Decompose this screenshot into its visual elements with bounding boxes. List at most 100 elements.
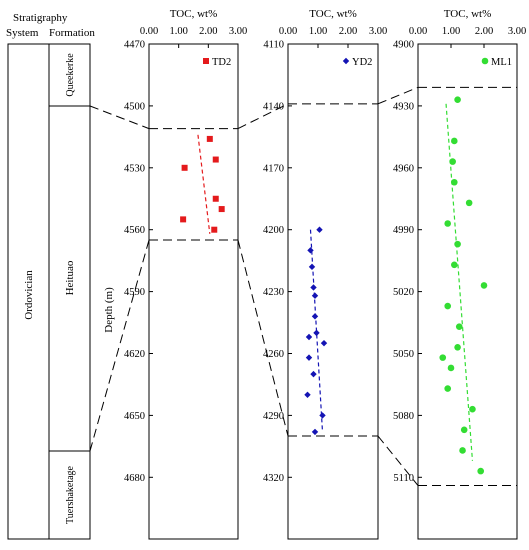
data-point [439,354,447,361]
y-tick-label: 4590 [124,287,145,298]
x-axis-title: TOC, wt% [309,8,356,20]
y-tick-label: 5110 [393,473,414,484]
y-tick-label: 5080 [393,411,414,422]
y-tick-label: 4230 [263,287,284,298]
x-axis-title: TOC, wt% [444,8,491,20]
data-point [454,240,461,248]
x-tick-label: 1.00 [309,26,327,37]
panel-td2: TOC, wt% 0.00 1.00 2.00 3.00 4470 4500 4530 4560… [124,8,247,540]
data-point [320,339,328,347]
data-point [304,391,311,398]
data-point [454,344,461,351]
correlation-line [237,239,289,437]
y-tick-label: 4560 [124,225,145,236]
panel-frame [148,43,239,540]
data-point [449,158,456,165]
legend-marker [342,57,350,65]
data-point [477,467,485,475]
x-tick-label: 2.00 [475,26,493,37]
panel-frame [417,43,518,540]
y-tick-label: 4470 [124,40,145,51]
strat-column: Ordovician Queekerke Heituao Tuershaketa… [7,43,91,540]
correlation-line [237,103,289,130]
x-tick-label: 2.00 [339,26,357,37]
data-point [212,156,219,163]
legend-label: TD2 [212,57,231,68]
data-point [310,370,317,378]
data-point [311,428,319,436]
y-tick-label: 5050 [393,349,414,360]
data-point [310,284,317,291]
data-point [305,333,313,341]
data-point [313,329,320,337]
y-tick-label: 4930 [393,101,414,112]
y-tick-label: 4170 [263,163,284,174]
y-tick-label: 4290 [263,411,284,422]
x-tick-label: 0.00 [409,26,427,37]
data-point [447,364,455,372]
system-label-ordovician: Ordovician [23,270,35,320]
legend-marker [203,58,209,64]
y-tick-label: 5020 [393,287,414,298]
data-point [311,292,319,299]
y-tick-label: 4680 [124,473,145,484]
data-point [444,302,452,310]
data-point [218,206,225,213]
header-stratigraphy: Stratigraphy [13,12,68,24]
data-point [311,313,319,320]
formation-label-tuershaketage: Tuershaketage [65,465,76,524]
x-tick-label: 0.00 [279,26,297,37]
header-formation: Formation [49,27,95,39]
y-tick-label: 4200 [263,225,284,236]
data-point [211,226,218,233]
correlation-line [89,105,150,130]
legend-label: YD2 [352,57,372,68]
data-point [444,385,452,392]
correlation-line [377,435,419,486]
legend-marker [481,57,489,65]
x-tick-label: 1.00 [442,26,460,37]
y-tick-label: 4990 [393,225,414,236]
formation-label-heituao: Heituao [64,260,76,295]
data-point [451,261,458,269]
data-point [181,164,188,171]
y-tick-label: 4620 [124,349,145,360]
y-tick-label: 4530 [124,163,145,174]
x-tick-label: 0.00 [140,26,158,37]
correlation-lines [89,86,419,486]
data-point [444,220,452,227]
x-tick-label: 3.00 [369,26,387,37]
data-point [455,323,463,330]
x-axis-title: TOC, wt% [170,8,217,20]
panel-frame [287,43,379,540]
header-system: System [6,27,39,39]
panel-yd2: TOC, wt% 0.00 1.00 2.00 3.00 4110 4140 4170 4200… [263,8,387,540]
y-tick-label: 4960 [393,163,414,174]
y-tick-label: 4110 [263,40,284,51]
legend-label: ML1 [491,57,512,68]
correlation-line [377,86,419,105]
data-point [308,263,316,271]
data-point [212,195,219,202]
data-point [180,216,187,223]
trend-line [445,103,474,461]
y-tick-label: 4320 [263,473,284,484]
data-point [206,135,213,142]
data-point [459,447,466,454]
y-tick-label: 4260 [263,349,284,360]
panel-ml1: TOC, wt% 0.00 1.00 2.00 3.00 4900 4930 4960 4990… [393,8,526,540]
x-tick-label: 3.00 [229,26,247,37]
formation-label-queekerke: Queekerke [65,53,76,97]
data-point [465,199,473,207]
data-point [316,226,323,233]
data-point [460,426,468,434]
x-tick-label: 1.00 [169,26,187,37]
depth-axis-label: Depth (m) [103,287,115,333]
y-tick-label: 4500 [124,101,145,112]
formation-column [48,43,91,540]
data-point [451,137,458,145]
x-tick-label: 2.00 [199,26,217,37]
data-point [307,247,314,254]
y-tick-label: 4650 [124,411,145,422]
